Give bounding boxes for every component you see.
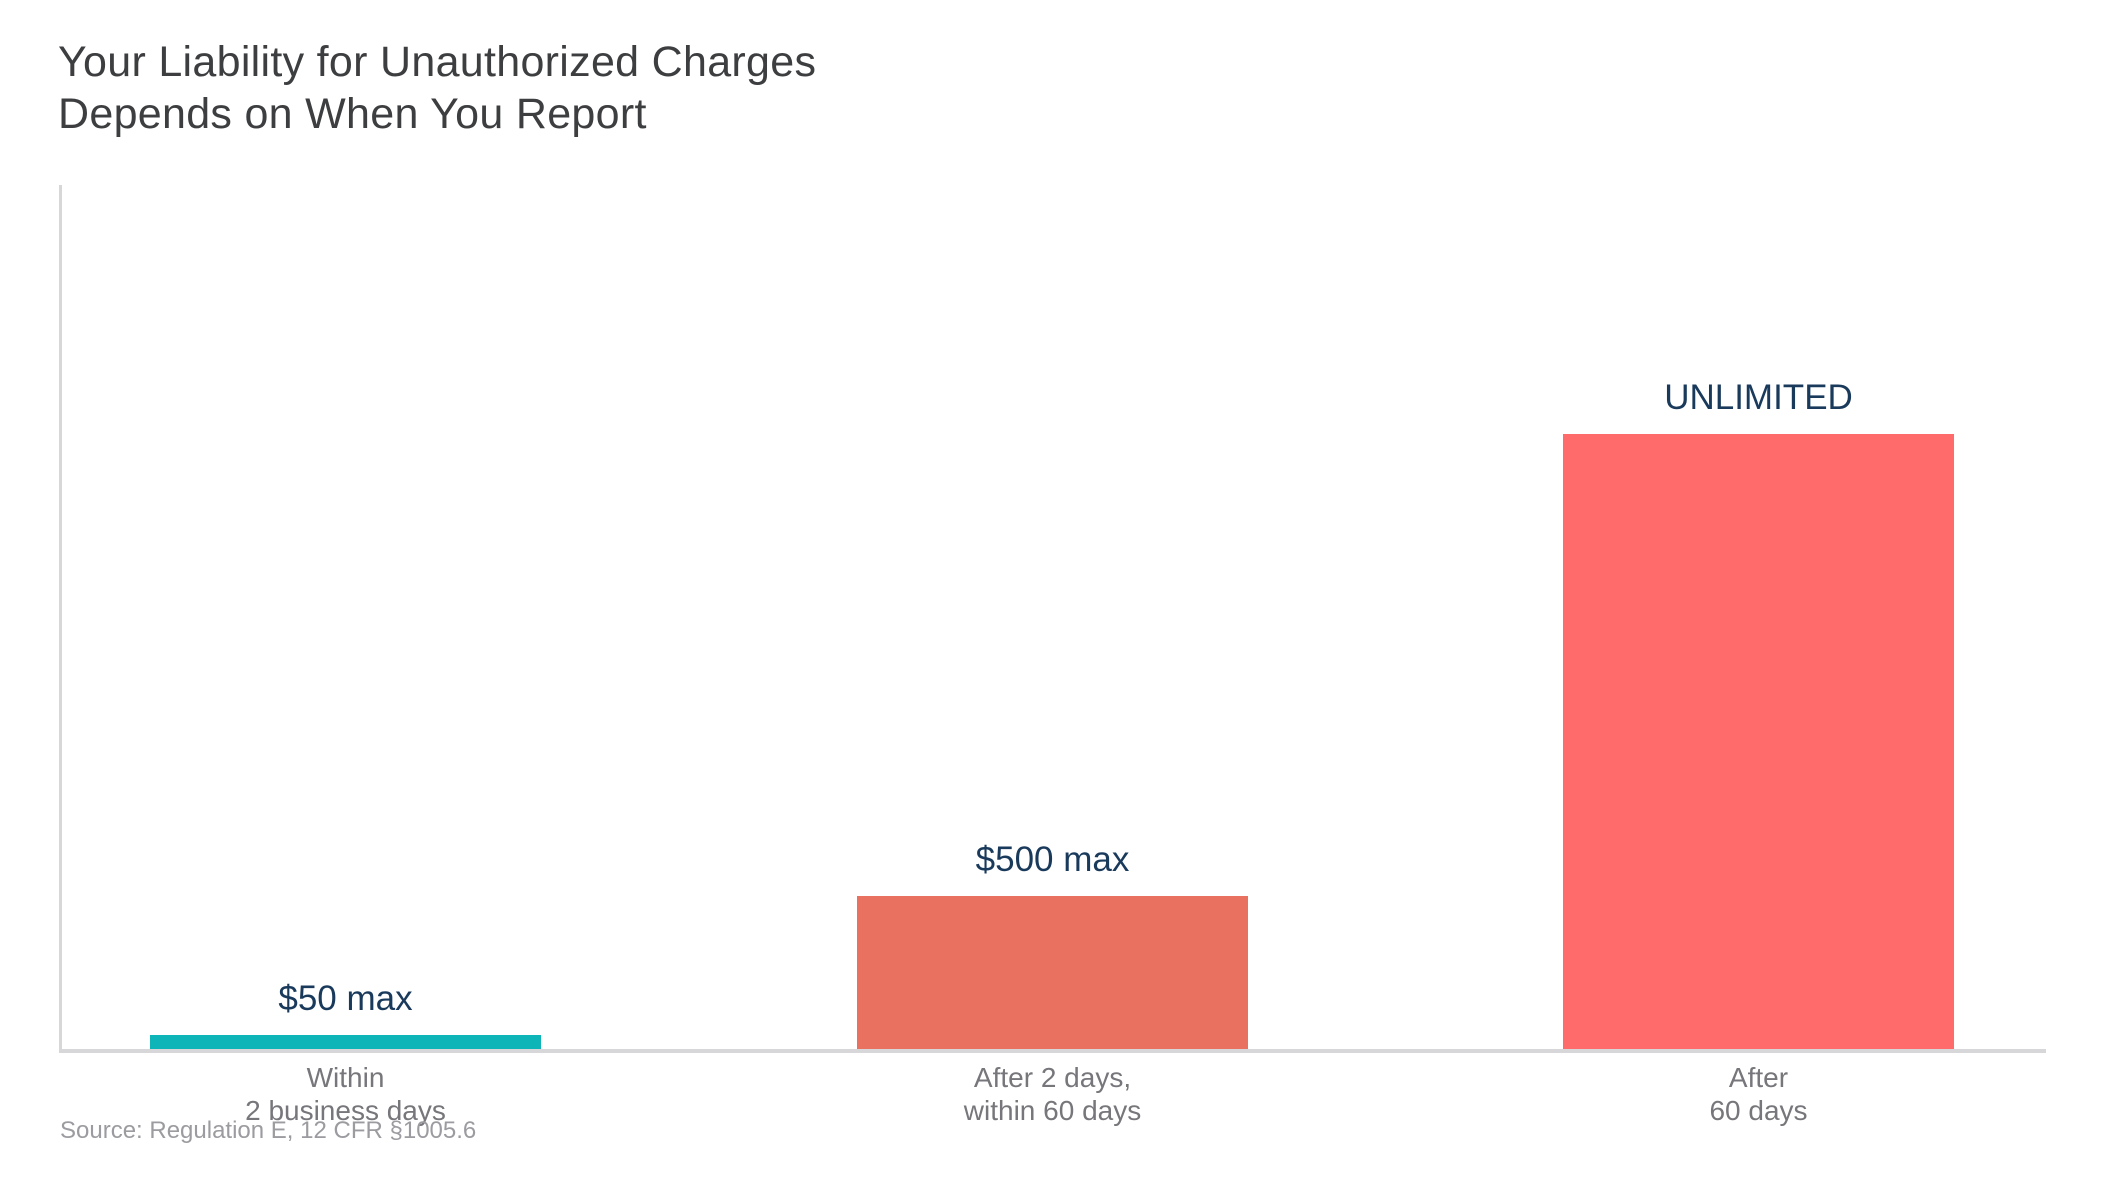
x-tick-label-line1: Within <box>306 1062 385 1093</box>
bar-after-2-days-within-60 <box>857 896 1248 1049</box>
chart-title-line2: Depends on When You Report <box>58 90 647 138</box>
y-axis-line <box>59 185 62 1051</box>
bar-within-2-business-days <box>150 1035 541 1049</box>
x-tick-label-after-60-days: After 60 days <box>1563 1061 1954 1127</box>
bar-after-60-days <box>1563 434 1954 1049</box>
x-tick-label-after-2-days: After 2 days, within 60 days <box>857 1061 1248 1127</box>
x-tick-label-line2: 2 business days <box>245 1095 446 1126</box>
x-axis-line <box>59 1049 2046 1053</box>
x-tick-label-line1: After <box>1728 1062 1789 1093</box>
bar-value-label-after-60-days: UNLIMITED <box>1664 378 1853 417</box>
bar-value-label-after-2-days: $500 max <box>975 840 1130 879</box>
x-tick-label-line1: After 2 days, <box>973 1062 1132 1093</box>
chart-title-line1: Your Liability for Unauthorized Charges <box>58 38 817 86</box>
x-tick-label-within-2-days: Within 2 business days <box>150 1061 541 1127</box>
x-tick-label-line2: within 60 days <box>963 1095 1142 1126</box>
x-tick-label-line2: 60 days <box>1709 1095 1808 1126</box>
chart-title: Your Liability for Unauthorized Charges … <box>58 36 816 140</box>
source-note: Source: Regulation E, 12 CFR §1005.6 <box>60 1117 477 1144</box>
bar-value-label-within-2-days: $50 max <box>278 979 413 1018</box>
